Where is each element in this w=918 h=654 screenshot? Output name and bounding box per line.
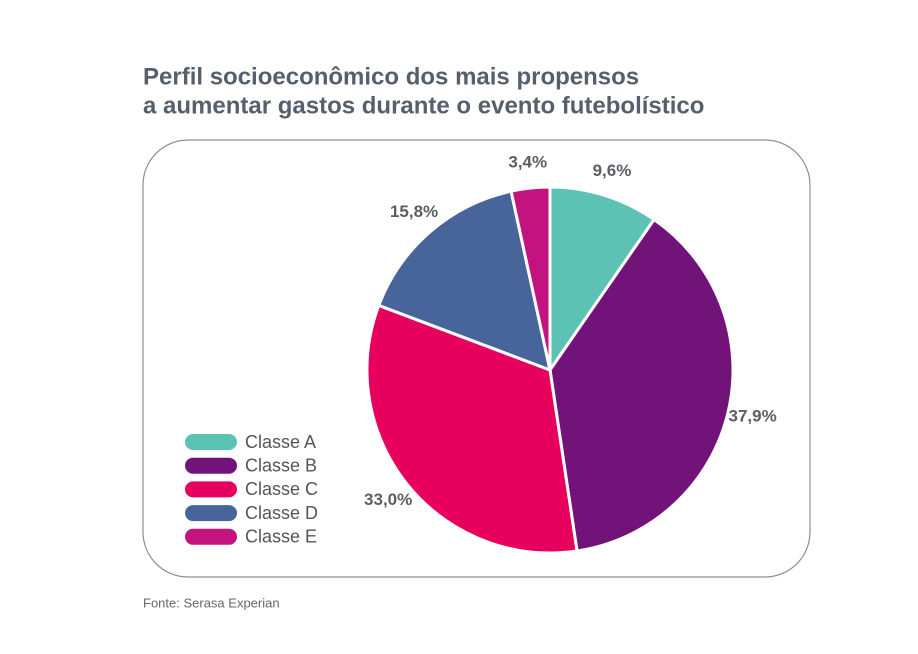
chart-title: a aumentar gastos durante o evento futeb… <box>143 92 704 119</box>
frame <box>142 139 811 578</box>
legend-label: Classe B <box>245 455 317 475</box>
legend-swatch <box>185 505 237 522</box>
pie-slice <box>376 189 553 373</box>
legend-label: Classe A <box>245 432 316 452</box>
legend-swatch <box>185 481 237 498</box>
pie-slice <box>365 303 579 555</box>
legend-label: Classe D <box>245 503 318 523</box>
legend-swatch <box>185 528 237 545</box>
value-label: 9,6% <box>593 161 632 180</box>
value-label: 33,0% <box>364 490 412 509</box>
legend-swatch <box>185 434 237 450</box>
pie-slice <box>548 185 657 375</box>
legend-swatch <box>185 457 237 474</box>
legend-label: Classe E <box>245 527 317 547</box>
value-label: 15,8% <box>390 202 438 221</box>
value-label: 3,4% <box>508 153 547 172</box>
legend-label: Classe C <box>245 479 318 499</box>
pie-slice <box>509 185 552 371</box>
source: Fonte: Serasa Experian <box>143 595 280 610</box>
pie-slice <box>548 217 735 553</box>
value-label: 37,9% <box>728 407 776 426</box>
chart-title: Perfil socioeconômico dos mais propensos <box>143 63 639 90</box>
